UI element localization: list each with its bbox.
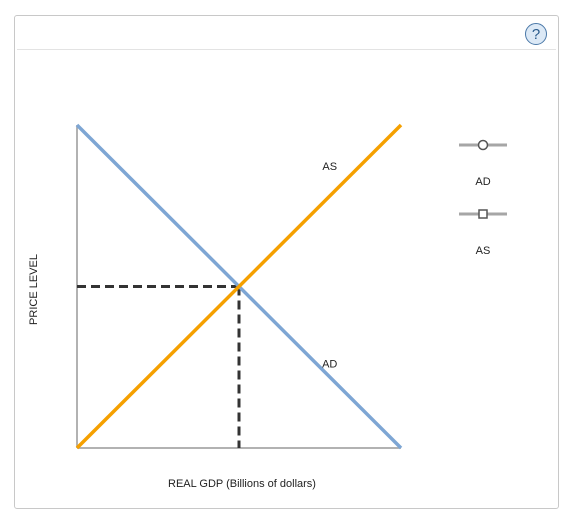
y-axis-label: PRICE LEVEL (28, 254, 40, 325)
curve-labels: AS AD (322, 161, 337, 370)
curve-label-as: AS (322, 161, 337, 173)
x-axis-label: REAL GDP (Billions of dollars) (168, 478, 316, 490)
legend-label-ad: AD (475, 176, 490, 188)
legend-tool-as[interactable]: AS (459, 209, 507, 257)
legend: AD AS (459, 139, 507, 257)
curve-as[interactable] (75, 123, 403, 450)
square-marker-icon (478, 209, 488, 219)
help-icon: ? (531, 25, 541, 43)
curves-group (75, 123, 403, 450)
circle-marker-icon (477, 139, 489, 151)
toolbar-divider (17, 49, 556, 50)
help-button[interactable]: ? (525, 23, 547, 45)
curve-label-ad: AD (322, 358, 337, 370)
legend-tool-ad[interactable]: AD (459, 139, 507, 189)
question-panel: ? (14, 15, 559, 509)
legend-label-as: AS (476, 245, 491, 257)
